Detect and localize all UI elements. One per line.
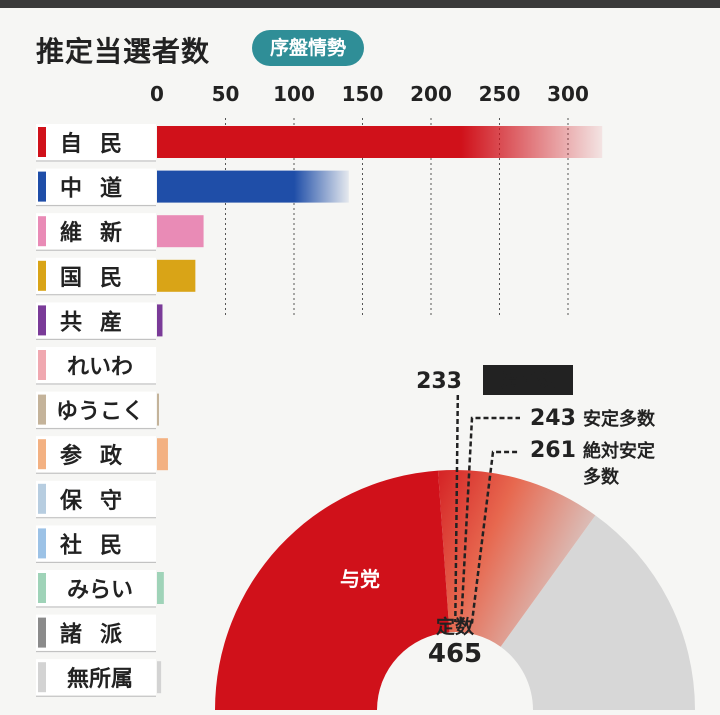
party-label-box (36, 570, 156, 606)
threshold-label-line2: 多数 (583, 466, 620, 488)
party-label-box (36, 614, 156, 651)
threshold-label: 安定多数 (583, 408, 656, 430)
party-label-box (36, 168, 156, 205)
party-color-chip (38, 662, 46, 693)
party-label: 諸派 (60, 622, 140, 648)
seat-bar (157, 215, 204, 248)
threshold-label: 過半数 (501, 370, 556, 392)
party-label-box (36, 436, 156, 473)
party-color-chip (38, 305, 46, 336)
party-label: 自民 (60, 131, 140, 157)
x-tick-label: 200 (410, 82, 452, 106)
x-tick-label: 300 (547, 82, 589, 106)
party-label-box (36, 525, 156, 562)
party-label: 維新 (60, 220, 140, 246)
threshold-line (454, 394, 460, 623)
party-label-box (36, 347, 156, 383)
ruling-uncertain-wedge (437, 470, 596, 647)
seat-bar (157, 393, 159, 426)
party-label-box (36, 213, 156, 250)
party-color-chip (38, 394, 46, 425)
party-label: 参政 (60, 443, 140, 469)
party-color-chip (38, 528, 46, 559)
party-label-box (36, 257, 156, 294)
party-label: 社民 (60, 532, 140, 558)
party-label-box (36, 480, 156, 517)
x-tick-label: 50 (212, 82, 240, 106)
ruling-label: 与党 (340, 567, 380, 591)
seat-bar-chart: 0 50 100 150 200 250 300 自民中道維新国民共産れいわゆうこく参政保守社… (36, 82, 603, 697)
x-tick-label: 100 (273, 82, 315, 106)
party-color-chip (38, 127, 46, 157)
threshold-line (459, 416, 520, 623)
party-label: 中道 (60, 176, 140, 202)
seat-bar (157, 304, 163, 337)
seat-bar (157, 126, 603, 158)
top-bar (0, 0, 720, 8)
party-label: 国民 (60, 266, 140, 291)
party-label: 保守 (59, 488, 140, 514)
party-label-box (36, 391, 156, 428)
party-label: ゆうこく (56, 400, 144, 425)
remaining-seats-wedge (500, 515, 695, 710)
status-badge: 序盤情勢 (252, 30, 365, 66)
party-label-box (36, 659, 156, 696)
party-color-chip (38, 171, 46, 202)
party-color-chip (38, 260, 46, 291)
party-label: 共産 (60, 309, 140, 335)
total-seats-label: 定数 (436, 615, 475, 638)
seat-bar (157, 572, 164, 604)
ruling-party-wedge (215, 470, 450, 710)
party-color-chip (38, 483, 46, 514)
threshold-value: 261 (530, 438, 576, 463)
threshold-label-line1: 絶対安定 (583, 440, 655, 462)
party-color-chip (38, 439, 46, 470)
party-label-box (36, 302, 156, 339)
x-tick-label: 250 (479, 82, 521, 106)
threshold-value: 233 (416, 369, 462, 394)
party-color-chip (38, 216, 46, 247)
party-color-chip (38, 350, 46, 380)
seat-bar (157, 661, 162, 694)
chart-title: 推定当選者数 (36, 35, 211, 68)
party-color-chip (38, 573, 46, 603)
party-label: みらい (67, 578, 133, 603)
threshold-line (470, 450, 520, 624)
party-label-box (36, 124, 156, 160)
total-seats-value: 465 (428, 639, 482, 669)
x-tick-label: 150 (342, 82, 384, 106)
seat-bar (157, 438, 168, 471)
party-label: 無所属 (67, 666, 133, 692)
threshold-value: 243 (530, 406, 576, 431)
x-tick-label: 0 (150, 82, 164, 106)
party-color-chip (38, 617, 46, 648)
party-label: れいわ (67, 355, 133, 380)
seat-bar (157, 259, 196, 292)
seat-bar (157, 170, 349, 203)
threshold-label-box (483, 365, 573, 395)
